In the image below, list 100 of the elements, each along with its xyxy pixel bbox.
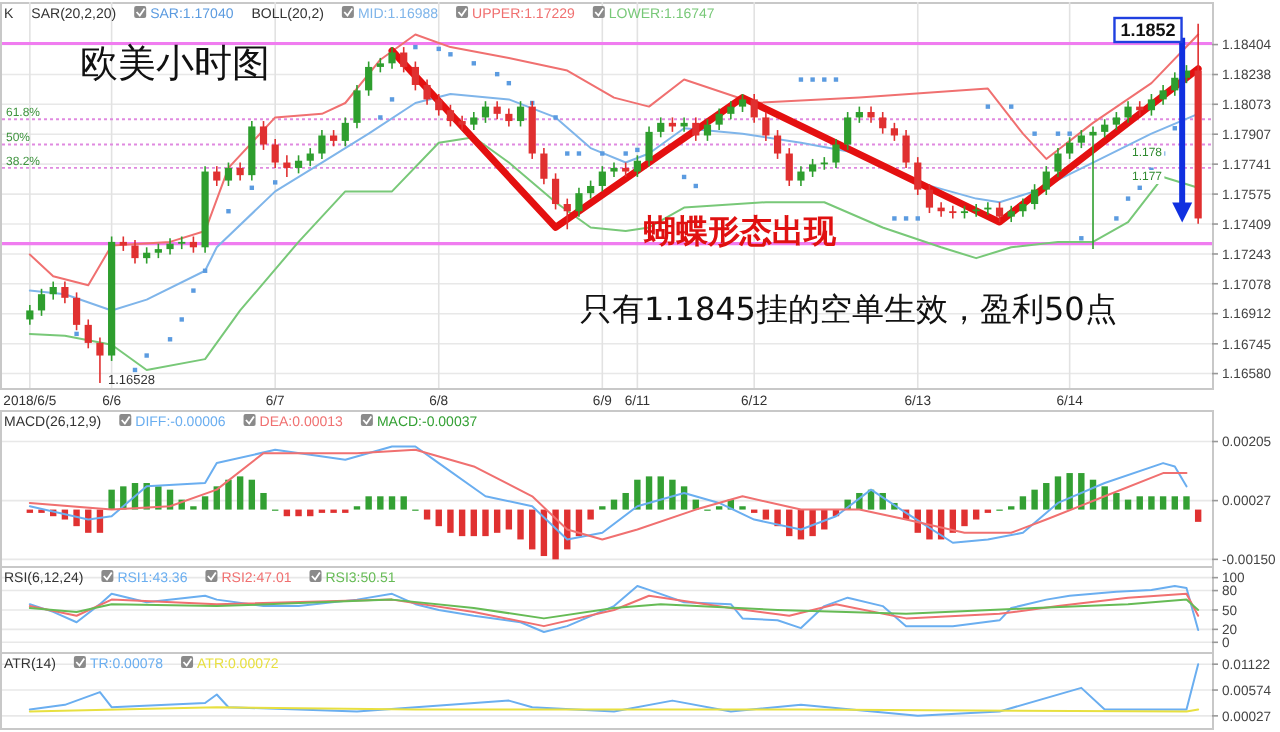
bar <box>645 476 653 510</box>
candlestick <box>797 165 805 187</box>
candlestick <box>470 111 478 131</box>
candlestick <box>750 93 758 124</box>
bar <box>961 509 968 527</box>
bar <box>1183 496 1190 510</box>
bar <box>388 496 396 510</box>
bar <box>225 479 232 510</box>
candlestick <box>388 46 396 70</box>
bar <box>1124 499 1132 510</box>
candlestick <box>96 336 104 384</box>
bar <box>470 509 477 537</box>
line-series <box>28 598 1200 620</box>
candlestick <box>294 154 303 175</box>
candlestick <box>318 129 326 160</box>
bar <box>1054 476 1062 510</box>
candlestick <box>598 165 606 193</box>
candlestick <box>692 116 700 142</box>
bar <box>201 496 209 510</box>
candlestick <box>1159 84 1167 106</box>
candlestick <box>809 158 817 178</box>
bar <box>400 496 407 510</box>
candlestick <box>1019 197 1027 218</box>
bar <box>248 479 256 510</box>
candlestick <box>84 318 92 350</box>
bar <box>1113 492 1120 510</box>
candlestick <box>1147 93 1156 117</box>
candlestick <box>283 154 291 178</box>
candlestick <box>832 138 840 169</box>
bar <box>435 509 442 527</box>
bar <box>482 509 489 537</box>
candlestick <box>61 280 69 305</box>
candlestick <box>1066 136 1074 160</box>
candlestick <box>1077 129 1085 149</box>
candlestick <box>481 100 490 124</box>
candlestick <box>26 304 34 326</box>
bar <box>377 496 384 510</box>
bar <box>1101 486 1108 510</box>
candlestick <box>493 100 501 121</box>
annotation: 1.1852 <box>1120 20 1176 40</box>
candlestick <box>365 60 373 97</box>
bar <box>1171 496 1178 510</box>
candlestick <box>925 183 934 214</box>
bar <box>972 509 980 520</box>
candlestick <box>563 197 571 231</box>
candlestick <box>1054 147 1062 178</box>
candlestick <box>1101 118 1109 139</box>
bar <box>1159 496 1167 510</box>
bar <box>1043 483 1050 510</box>
bar <box>1031 489 1038 510</box>
candlestick <box>587 179 595 200</box>
candlestick <box>773 129 782 160</box>
candlestick <box>972 203 980 218</box>
candlestick <box>914 156 922 196</box>
candlestick <box>879 111 887 135</box>
bar <box>1148 496 1155 510</box>
candlestick <box>902 129 910 169</box>
candlestick <box>516 100 525 128</box>
candlestick <box>423 78 431 106</box>
bar <box>657 476 664 510</box>
bar <box>458 509 466 537</box>
bar <box>762 509 770 520</box>
bar <box>260 492 267 510</box>
annotation: 只有1.1845挂的空单生效，盈利50点 <box>580 290 1117 328</box>
candlestick <box>400 46 408 74</box>
candlestick <box>306 147 314 167</box>
candlestick <box>49 280 57 301</box>
bar <box>447 509 454 533</box>
bar <box>493 509 501 533</box>
bar <box>423 509 431 520</box>
candlestick <box>1124 100 1132 124</box>
candlestick <box>995 201 1004 223</box>
bar <box>1066 473 1073 510</box>
candlestick <box>224 161 233 187</box>
candlestick <box>633 154 641 178</box>
annotation: 蝴蝶形态出现 <box>642 212 838 250</box>
candlestick <box>785 147 793 187</box>
line-series <box>28 585 1200 633</box>
candlestick <box>727 100 735 121</box>
bar <box>669 479 676 510</box>
candlestick <box>1089 125 1097 250</box>
bar <box>517 509 524 540</box>
candlestick <box>1112 111 1120 131</box>
candlestick <box>949 205 957 220</box>
candlestick <box>411 60 419 92</box>
candlestick <box>72 291 81 332</box>
candlestick <box>680 116 688 133</box>
candlestick <box>645 125 653 167</box>
candlestick <box>446 104 455 128</box>
bar <box>365 496 372 510</box>
candlestick <box>738 93 747 113</box>
candlestick <box>890 122 898 142</box>
line-series <box>28 592 1200 628</box>
candlestick <box>657 116 665 139</box>
bar <box>108 489 115 510</box>
candlestick <box>166 237 174 256</box>
candlestick <box>575 186 583 218</box>
bar <box>295 509 302 517</box>
candlestick <box>37 287 46 317</box>
candlestick <box>259 120 268 151</box>
